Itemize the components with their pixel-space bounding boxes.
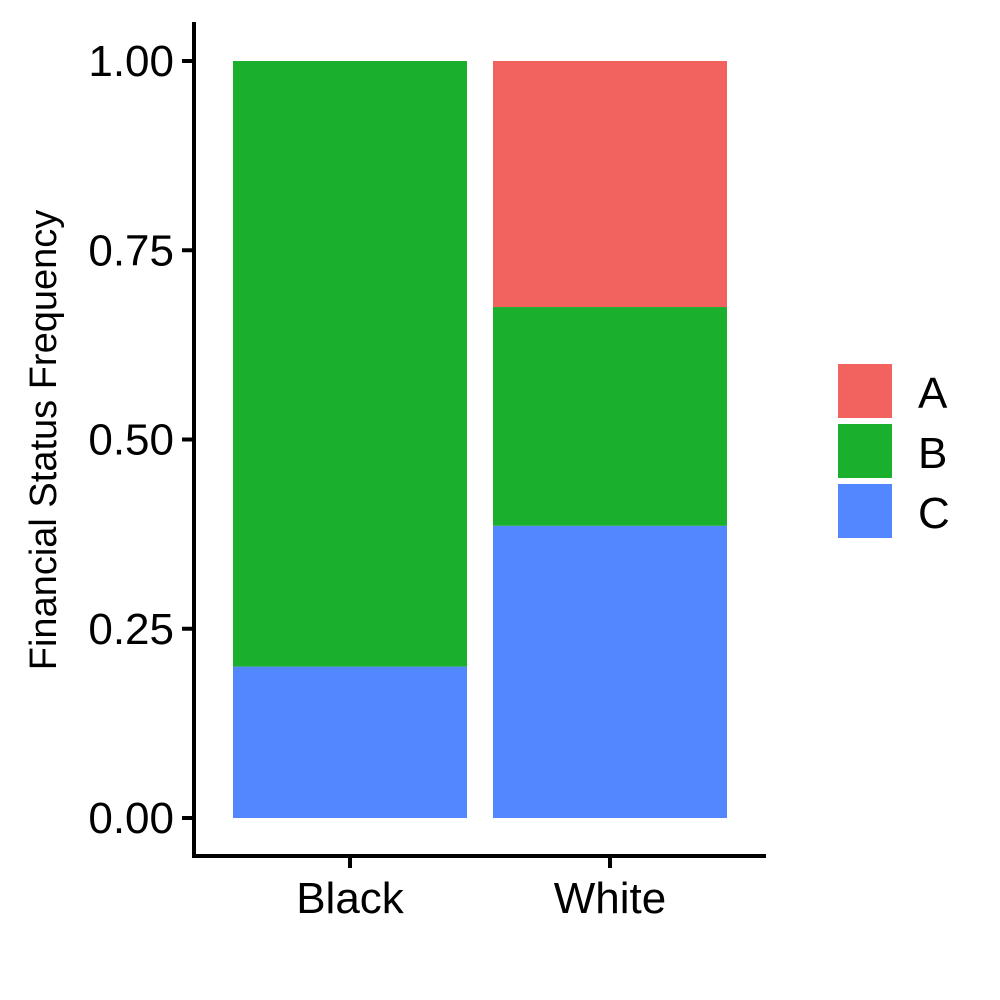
y-tick-label: 0.75	[88, 226, 174, 275]
legend-label-b: B	[918, 429, 947, 478]
bar-black-c	[233, 666, 467, 818]
x-tick-label: White	[554, 874, 666, 923]
y-ticks-group: 0.00 0.25 0.50 0.75 1.00	[88, 37, 194, 843]
x-tick-label: Black	[296, 874, 405, 923]
bar-white-c	[493, 525, 727, 818]
y-tick-label: 0.25	[88, 605, 174, 654]
bars-group	[233, 61, 727, 818]
y-axis-title: Financial Status Frequency	[23, 210, 65, 670]
y-tick-label: 1.00	[88, 37, 174, 86]
legend-key-b	[838, 424, 892, 478]
legend: ABC	[838, 364, 950, 538]
bar-white-a	[493, 61, 727, 308]
legend-key-a	[838, 364, 892, 418]
bar-black-b	[233, 61, 467, 667]
legend-label-c: C	[918, 489, 950, 538]
x-ticks-group: Black White	[296, 856, 666, 923]
y-tick-label: 0.50	[88, 416, 174, 465]
y-tick-label: 0.00	[88, 794, 174, 843]
bar-white-b	[493, 307, 727, 526]
legend-key-c	[838, 484, 892, 538]
legend-label-a: A	[918, 369, 948, 418]
